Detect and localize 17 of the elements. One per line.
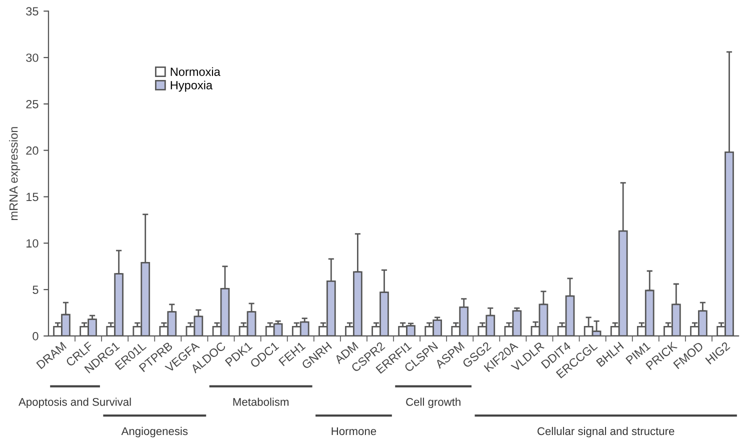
y-tick-label: 15: [26, 192, 38, 202]
y-tick-label: 30: [26, 54, 38, 62]
text: Angiogenesis: [121, 426, 188, 438]
y-tick-label: 5: [32, 286, 38, 294]
y-tick-label: 0: [32, 332, 38, 340]
y-tick-label: 20: [26, 146, 38, 155]
text: Metabolism: [233, 398, 288, 406]
text: Apoptosis and Survival: [18, 398, 131, 408]
legend-label: Normoxia: [170, 67, 220, 76]
y-tick-label: 35: [26, 7, 38, 16]
text: Hormone: [332, 427, 376, 436]
y-tick-label: 25: [26, 100, 38, 108]
y-tick-label: 10: [26, 239, 38, 248]
text: Cell growth: [406, 398, 460, 408]
legend-label: Hypoxia: [170, 80, 213, 92]
text: Cellular signal and structure: [538, 426, 674, 438]
y-axis-title: mRNA expression: [9, 127, 20, 220]
